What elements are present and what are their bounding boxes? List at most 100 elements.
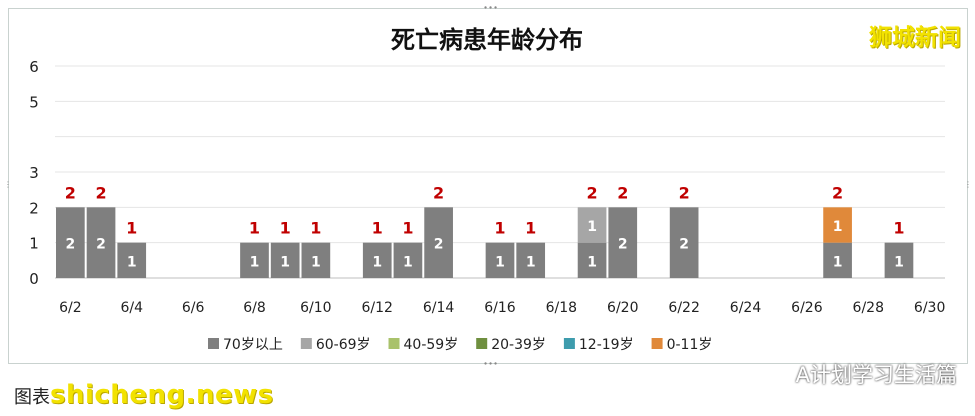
y-tick-label: 2 <box>29 199 39 217</box>
bar-total-label: 1 <box>126 219 137 238</box>
bar-segment-label: 1 <box>311 254 321 270</box>
wechat-account-name: A计划学习生活篇 <box>795 363 957 387</box>
bar-segment <box>56 207 85 278</box>
legend: 70岁以上 60-69岁 40-59岁 20-39岁 12-19岁 0-11岁 <box>208 337 712 353</box>
bar-total-label: 2 <box>95 183 106 202</box>
y-tick-label: 6 <box>29 58 39 76</box>
bar-total-label: 1 <box>280 219 291 238</box>
bar-segment <box>823 242 852 278</box>
bar-total-label: 1 <box>310 219 321 238</box>
bar-total-label: 1 <box>402 219 413 238</box>
bar-segment <box>424 207 453 278</box>
bar-segment <box>240 242 269 278</box>
legend-swatch <box>208 338 219 349</box>
bar-segment-label: 1 <box>587 254 597 270</box>
wechat-watermark: A计划学习生活篇 <box>767 359 957 389</box>
y-tick-label: 1 <box>29 235 39 253</box>
bar-segment-label: 1 <box>250 254 260 270</box>
bar-segment <box>516 242 546 278</box>
wechat-icon <box>767 365 790 382</box>
legend-swatch <box>300 338 312 349</box>
x-tick-label: 6/16 <box>484 300 516 316</box>
bar-total-label: 2 <box>679 183 690 202</box>
bar-segment-label: 1 <box>495 254 505 270</box>
resize-handle-left[interactable]: ⋮ <box>4 180 12 189</box>
x-axis-ticks: 6/2 6/4 6/6 6/8 6/10 6/12 6/14 6/16 6/18 6/20 6/22… <box>59 300 945 316</box>
legend-label: 0-11岁 <box>667 337 713 353</box>
x-tick-label: 6/4 <box>120 300 143 316</box>
bar-segment <box>393 242 423 278</box>
bar-segment <box>577 242 607 278</box>
bar-total-label: 2 <box>586 183 597 202</box>
bar-segment-label: 1 <box>280 254 290 270</box>
resize-handle-right[interactable]: ⋮ <box>964 180 972 189</box>
x-tick-label: 6/26 <box>791 300 823 316</box>
x-tick-label: 6/10 <box>300 300 331 316</box>
legend-swatch <box>388 338 400 349</box>
x-tick-label: 6/12 <box>362 300 393 316</box>
bar-segment <box>270 242 300 278</box>
bar-segment <box>301 242 331 278</box>
bar-segment-label: 1 <box>526 254 536 270</box>
bar-segment <box>577 207 607 243</box>
bar-segment-label: 1 <box>127 254 137 270</box>
bar-segment-label: 2 <box>96 237 106 253</box>
y-tick-label: 5 <box>29 93 39 111</box>
x-tick-label: 6/18 <box>546 300 577 316</box>
resize-handle-bottom[interactable]: ∙∙∙ <box>483 359 499 368</box>
legend-swatch <box>563 338 575 349</box>
bar-total-label: 2 <box>433 183 444 202</box>
legend-swatch <box>651 338 663 349</box>
y-axis-ticks: 0 1 2 3 5 6 <box>29 58 39 288</box>
bar-total-label: 1 <box>494 219 505 238</box>
y-tick-label: 0 <box>29 270 39 288</box>
bar-segment-label: 2 <box>679 237 689 253</box>
x-tick-label: 6/8 <box>243 300 266 316</box>
bar-segment-label: 1 <box>833 219 843 235</box>
x-tick-label: 6/22 <box>668 300 699 316</box>
bar-segment-label: 1 <box>587 219 597 235</box>
resize-handle-top[interactable]: ∙∙∙ <box>483 3 499 12</box>
x-tick-label: 6/6 <box>182 300 205 316</box>
bar-segment-label: 2 <box>618 237 628 253</box>
bar-total-label: 1 <box>249 219 260 238</box>
bar-total-label: 2 <box>65 183 76 202</box>
x-tick-label: 6/14 <box>423 300 455 316</box>
bar-total-label: 1 <box>372 219 383 238</box>
bar-segment-label: 1 <box>403 254 413 270</box>
bar-total-label: 2 <box>832 183 843 202</box>
bar-total-label: 2 <box>617 183 628 202</box>
bar-segment-label: 1 <box>894 254 904 270</box>
bar-segment <box>823 207 852 243</box>
x-tick-label: 6/30 <box>914 300 945 316</box>
bar-segment-label: 2 <box>65 237 75 253</box>
x-tick-label: 6/20 <box>607 300 638 316</box>
bar-segment-label: 1 <box>833 254 843 270</box>
x-tick-label: 6/2 <box>59 300 82 316</box>
x-tick-label: 6/28 <box>853 300 884 316</box>
chart-title: 死亡病患年龄分布 <box>391 26 583 54</box>
bar-segment <box>884 242 914 278</box>
bar-segment <box>117 242 147 278</box>
bar-segment <box>86 207 116 278</box>
bar-segment <box>485 242 515 278</box>
bar-segment <box>608 207 638 278</box>
brand-watermark: 狮城新闻 <box>869 25 961 51</box>
bar-total-label: 1 <box>893 219 904 238</box>
legend-swatch <box>476 338 488 349</box>
site-watermark: shicheng.news <box>50 380 274 410</box>
bar-total-label: 1 <box>525 219 536 238</box>
legend-label: 12-19岁 <box>579 337 634 353</box>
bar-segment-label: 1 <box>372 254 382 270</box>
legend-label: 70岁以上 <box>223 337 283 353</box>
y-tick-label: 3 <box>29 164 39 182</box>
x-tick-label: 6/24 <box>730 300 762 316</box>
legend-label: 20-39岁 <box>491 337 546 353</box>
bar-segment <box>669 207 699 278</box>
bar-segment <box>362 242 392 278</box>
chart-frame: ∙∙∙ ⋮ ⋮ ∙∙∙ <box>4 4 972 368</box>
legend-label: 60-69岁 <box>316 337 371 353</box>
bar-segment-label: 2 <box>434 237 444 253</box>
